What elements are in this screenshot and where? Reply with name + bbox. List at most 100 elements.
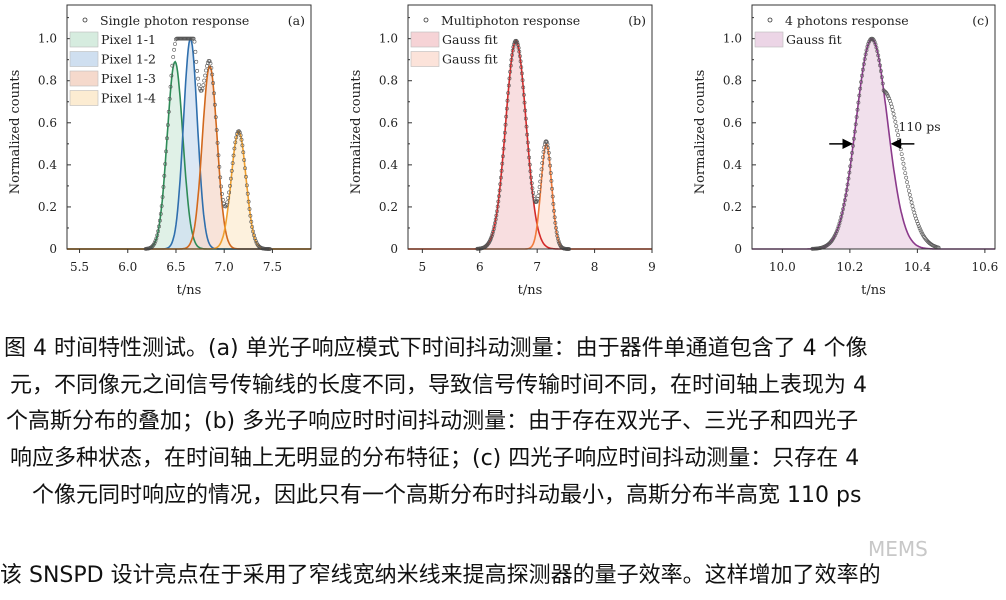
data-point <box>544 139 549 144</box>
data-point <box>538 179 543 184</box>
data-point <box>493 217 498 222</box>
data-point <box>504 114 509 119</box>
data-point <box>526 148 531 153</box>
caption-line-2: 元，不同像元之间信号传输线的长度不同，导致信号传输时间不同，在时间轴上表现为 4 <box>10 373 867 398</box>
legend-marker <box>423 17 429 23</box>
data-point <box>916 221 920 226</box>
data-point <box>549 178 554 183</box>
data-point <box>153 239 158 243</box>
data-point <box>197 82 201 87</box>
y-tick-label: 0.6 <box>723 116 742 130</box>
data-point <box>860 73 864 78</box>
data-point <box>501 154 505 159</box>
legend-swatch <box>69 51 99 67</box>
data-point <box>892 115 897 120</box>
fit-area <box>67 38 311 250</box>
data-point <box>523 116 528 121</box>
data-point <box>243 166 247 171</box>
data-point <box>915 219 919 224</box>
data-point <box>201 83 206 88</box>
data-point <box>536 193 541 198</box>
data-point <box>540 155 545 160</box>
data-point <box>220 197 225 202</box>
y-tick-label: 1.0 <box>38 32 57 46</box>
data-point <box>230 161 235 166</box>
x-tick-label: 5.5 <box>70 260 89 274</box>
data-point <box>157 218 162 223</box>
data-point <box>539 173 543 178</box>
data-point <box>866 41 871 46</box>
data-point <box>193 49 198 54</box>
data-point <box>208 61 213 66</box>
y-tick-label: 0.2 <box>379 200 398 214</box>
legend-swatch <box>754 31 784 48</box>
data-point <box>210 72 215 77</box>
data-point <box>875 49 880 54</box>
data-point <box>515 40 520 45</box>
data-point <box>835 226 840 231</box>
data-point <box>879 75 884 80</box>
data-point <box>244 174 248 179</box>
data-point <box>870 37 875 41</box>
data-point <box>546 150 551 155</box>
data-point <box>248 213 253 218</box>
data-point <box>846 176 851 181</box>
data-point <box>542 145 547 150</box>
data-point <box>214 128 219 132</box>
data-point <box>833 233 837 238</box>
data-point <box>833 231 838 236</box>
data-point <box>225 200 230 205</box>
data-point <box>525 140 530 145</box>
data-point <box>499 175 503 180</box>
y-tick-label: 0.8 <box>38 74 57 88</box>
data-point <box>877 58 882 63</box>
data-point <box>217 164 222 169</box>
data-point <box>169 73 174 78</box>
data-point <box>503 122 508 127</box>
legend-fit-label: Pixel 1-2 <box>101 52 156 67</box>
legend-swatch <box>69 90 99 106</box>
data-point <box>851 144 855 148</box>
data-point <box>229 169 234 173</box>
data-point <box>537 189 541 194</box>
data-point <box>530 186 535 191</box>
watermark-logo: MEMS <box>868 537 928 561</box>
data-point <box>828 240 833 245</box>
data-point <box>855 107 860 112</box>
legend-fit-label: Gauss fit <box>442 52 498 67</box>
data-point <box>852 129 857 134</box>
data-point <box>896 133 900 137</box>
data-point <box>840 211 845 216</box>
data-point <box>249 219 254 224</box>
data-point <box>499 168 504 173</box>
data-point <box>546 145 551 150</box>
x-tick-label: 8 <box>591 260 599 274</box>
data-point <box>917 226 922 231</box>
x-tick-label: 9 <box>648 260 656 274</box>
data-point <box>916 224 921 229</box>
data-point <box>241 150 246 155</box>
legend-fit-label: Pixel 1-3 <box>101 71 156 86</box>
data-point <box>848 164 853 169</box>
fit-area <box>67 131 311 249</box>
data-point <box>858 86 863 91</box>
data-point <box>205 64 209 68</box>
data-point <box>226 196 231 200</box>
data-point <box>545 142 550 147</box>
data-point <box>527 155 532 160</box>
data-point <box>508 69 513 74</box>
data-point <box>521 85 526 90</box>
data-point <box>531 190 535 195</box>
data-point <box>170 63 175 68</box>
data-point <box>228 176 233 181</box>
data-point <box>520 71 524 76</box>
y-tick-label: 0.6 <box>38 116 57 130</box>
data-point <box>506 91 511 95</box>
data-point <box>508 63 513 68</box>
data-point <box>883 90 888 94</box>
data-point <box>535 197 540 201</box>
data-point <box>232 146 237 151</box>
data-point <box>163 162 168 166</box>
data-point <box>886 94 891 99</box>
y-tick-label: 0.8 <box>379 74 398 88</box>
